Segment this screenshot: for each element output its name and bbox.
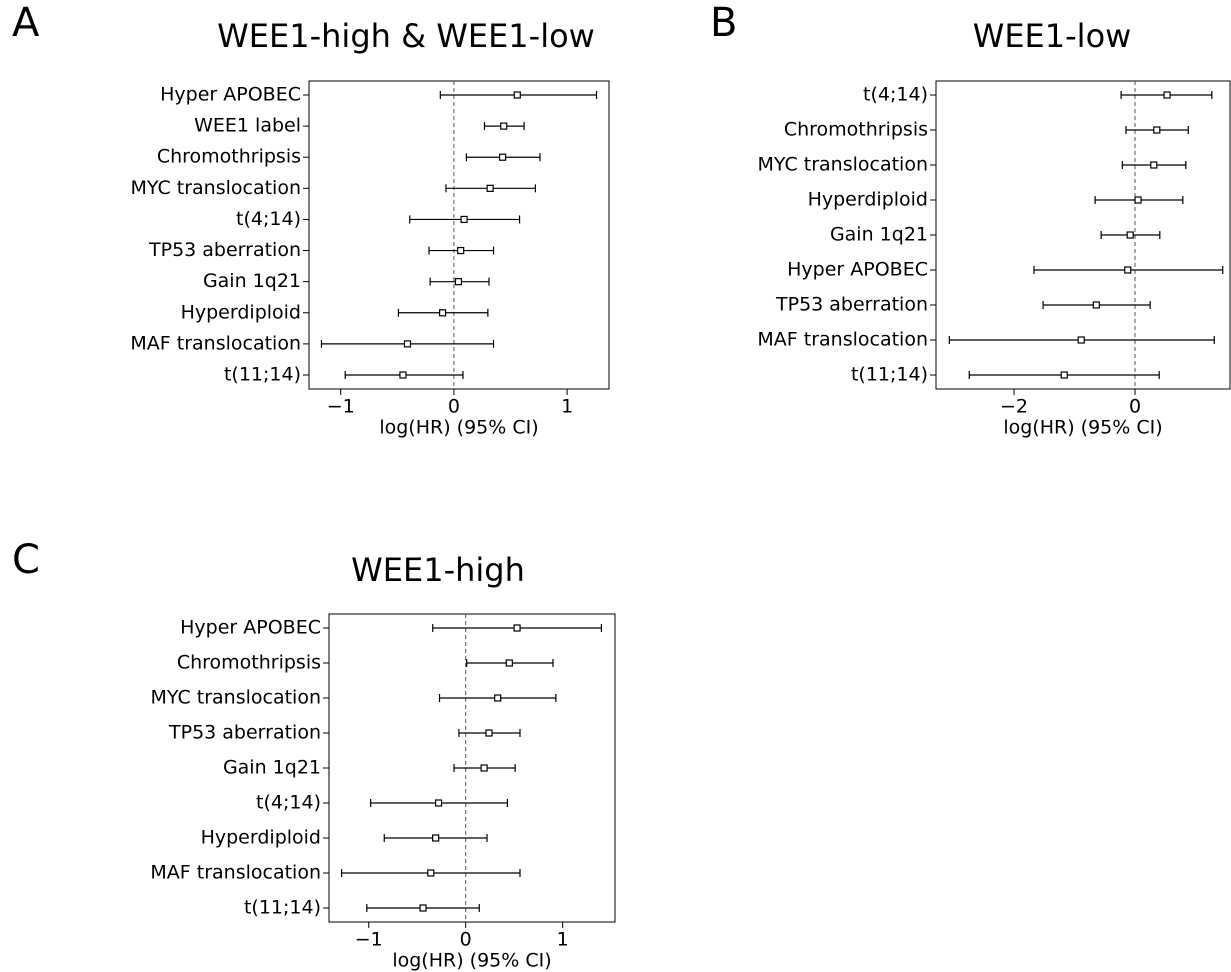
- point-estimate: [403, 340, 412, 348]
- panel-label: A: [12, 0, 40, 46]
- point-estimate: [1060, 371, 1068, 379]
- x-tick-label: 0: [1129, 396, 1141, 418]
- x-tick-label: −2: [1000, 396, 1028, 418]
- y-tick-label: Hyper APOBEC: [160, 84, 301, 106]
- point-estimate: [486, 184, 494, 192]
- y-tick-label: Gain 1q21: [830, 224, 928, 246]
- y-tick-label: MAF translocation: [150, 862, 321, 884]
- y-tick-label: TP53 aberration: [148, 239, 301, 261]
- point-estimate: [460, 215, 468, 224]
- point-estimate: [1150, 161, 1158, 169]
- point-estimate: [1077, 336, 1085, 344]
- point-estimate: [513, 91, 521, 99]
- y-tick-label: Hyperdiploid: [181, 301, 301, 323]
- y-tick-label: Chromothripsis: [784, 119, 928, 141]
- x-tick-label: −1: [327, 396, 355, 418]
- y-tick-label: Hyperdiploid: [201, 827, 321, 849]
- point-estimate: [1092, 301, 1100, 309]
- point-estimate: [427, 869, 435, 877]
- x-axis-label: log(HR) (95% CI): [379, 417, 538, 439]
- y-tick-label: Gain 1q21: [203, 270, 301, 292]
- chart-title: WEE1-high: [351, 551, 525, 589]
- y-tick-label: t(4;14): [863, 84, 928, 106]
- point-estimate: [454, 278, 463, 286]
- x-tick-label: 0: [448, 396, 460, 418]
- point-estimate: [513, 624, 521, 632]
- point-estimate: [494, 694, 502, 702]
- plot-frame: [308, 80, 610, 390]
- point-estimate: [480, 764, 488, 772]
- point-estimate: [434, 799, 443, 807]
- y-tick-label: MYC translocation: [151, 687, 322, 709]
- point-estimate: [485, 729, 493, 737]
- x-tick-label: 1: [561, 396, 573, 418]
- panel-label: C: [12, 537, 40, 583]
- x-tick-label: 0: [460, 929, 472, 951]
- y-tick-label: MYC translocation: [131, 177, 302, 199]
- y-tick-label: Hyper APOBEC: [787, 259, 928, 281]
- chart-title: WEE1-low: [973, 17, 1132, 55]
- point-estimate: [1153, 126, 1161, 134]
- x-axis-label: log(HR) (95% CI): [1003, 417, 1162, 439]
- point-estimate: [1163, 91, 1171, 99]
- point-estimate: [457, 246, 465, 255]
- y-tick-label: Gain 1q21: [223, 757, 321, 779]
- y-tick-label: t(4;14): [256, 792, 321, 814]
- point-estimate: [1134, 196, 1142, 204]
- y-tick-label: MYC translocation: [758, 154, 929, 176]
- y-tick-label: t(11;14): [224, 364, 301, 386]
- y-tick-label: Hyper APOBEC: [180, 617, 321, 639]
- y-tick-label: Hyperdiploid: [808, 189, 928, 211]
- point-estimate: [432, 834, 440, 842]
- point-estimate: [399, 371, 407, 379]
- y-tick-label: MAF translocation: [130, 332, 301, 354]
- point-estimate: [1126, 231, 1134, 239]
- y-tick-label: t(11;14): [851, 364, 928, 386]
- y-tick-label: TP53 aberration: [168, 722, 321, 744]
- chart-title: WEE1-high & WEE1-low: [217, 17, 595, 55]
- y-tick-label: t(11;14): [244, 897, 321, 919]
- y-tick-label: t(4;14): [236, 208, 301, 230]
- panel-label: B: [710, 0, 737, 46]
- point-estimate: [505, 659, 513, 667]
- point-estimate: [498, 153, 507, 161]
- y-tick-label: TP53 aberration: [775, 294, 928, 316]
- y-tick-label: Chromothripsis: [177, 652, 321, 674]
- y-tick-label: Chromothripsis: [157, 146, 301, 168]
- point-estimate: [1124, 266, 1132, 274]
- y-tick-label: MAF translocation: [757, 329, 928, 351]
- point-estimate: [438, 309, 447, 317]
- x-tick-label: 1: [557, 929, 569, 951]
- point-estimate: [500, 122, 508, 130]
- point-estimate: [419, 904, 427, 912]
- x-axis-label: log(HR) (95% CI): [392, 950, 551, 972]
- y-tick-label: WEE1 label: [194, 115, 301, 137]
- x-tick-label: −1: [355, 929, 383, 951]
